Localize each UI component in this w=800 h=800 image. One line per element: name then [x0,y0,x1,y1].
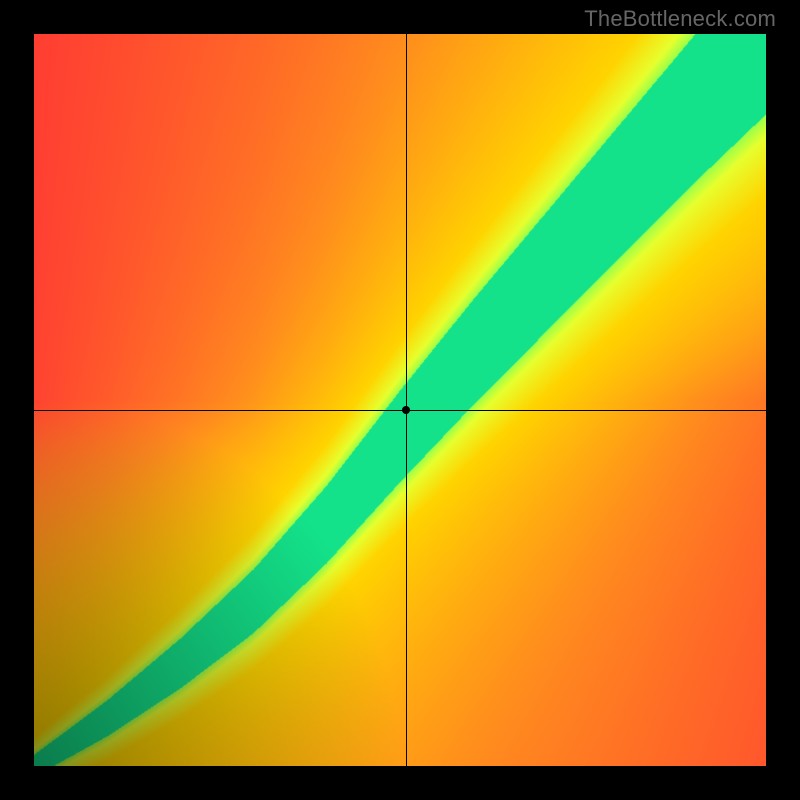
plot-area [34,34,766,766]
watermark-text: TheBottleneck.com [584,6,776,32]
crosshair-horizontal [34,410,766,411]
crosshair-vertical [406,34,407,766]
heatmap-canvas [34,34,766,766]
data-point-marker [402,406,410,414]
chart-container: TheBottleneck.com [0,0,800,800]
